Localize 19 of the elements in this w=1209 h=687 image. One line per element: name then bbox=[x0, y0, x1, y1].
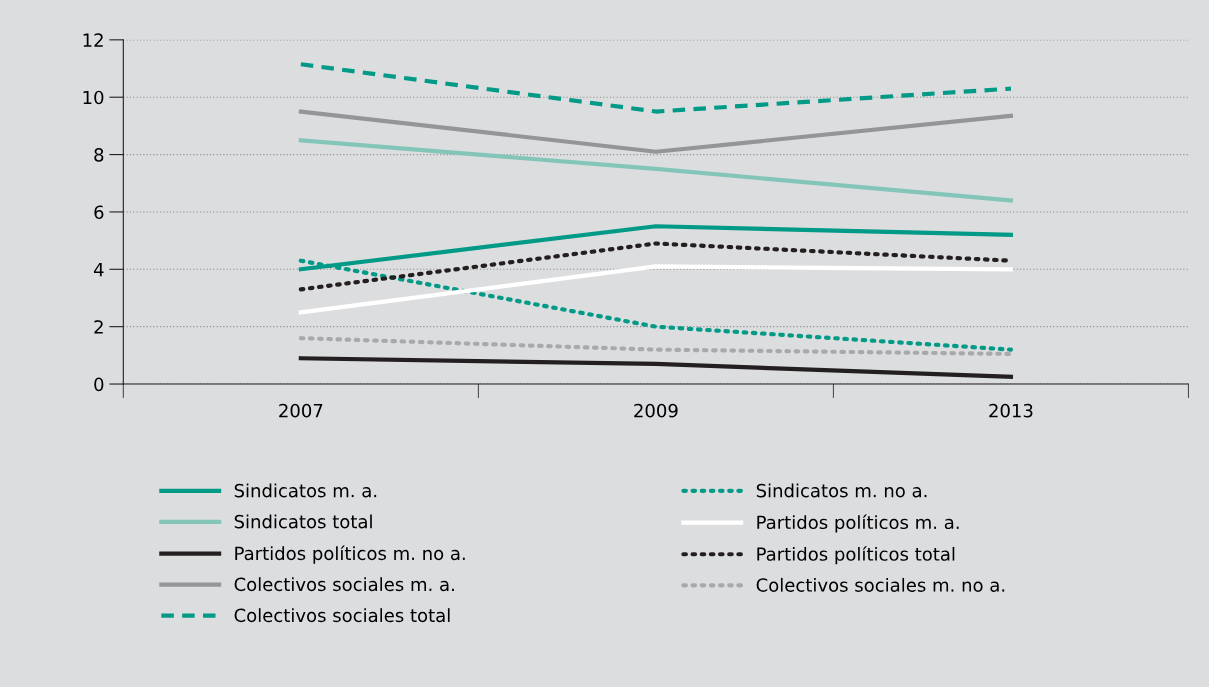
legend-label: Partidos políticos m. a. bbox=[757, 514, 959, 533]
y-tick-label: 6 bbox=[94, 205, 104, 220]
y-tick-label: 10 bbox=[83, 90, 104, 105]
legend-label: Colectivos sociales m. no a. bbox=[756, 577, 1005, 592]
y-tick-label: 8 bbox=[94, 148, 104, 162]
y-tick-label: 2 bbox=[94, 320, 103, 334]
legend-label: Partidos políticos m. no a. bbox=[235, 545, 465, 564]
legend-label: Sindicatos m. a. bbox=[234, 483, 377, 498]
x-tick-label: 2013 bbox=[989, 403, 1033, 418]
y-tick-label: 4 bbox=[93, 263, 104, 277]
y-tick-label: 0 bbox=[94, 377, 104, 392]
y-tick-label: 12 bbox=[83, 33, 103, 47]
legend-label: Sindicatos m. no a. bbox=[756, 483, 927, 498]
legend-label: Partidos políticos total bbox=[757, 546, 955, 565]
legend-label: Colectivos sociales m. a. bbox=[234, 577, 454, 592]
x-tick-label: 2007 bbox=[279, 403, 323, 418]
legend-label: Colectivos sociales total bbox=[234, 608, 450, 623]
x-tick-label: 2009 bbox=[634, 403, 678, 418]
legend-label: Sindicatos total bbox=[234, 514, 372, 529]
